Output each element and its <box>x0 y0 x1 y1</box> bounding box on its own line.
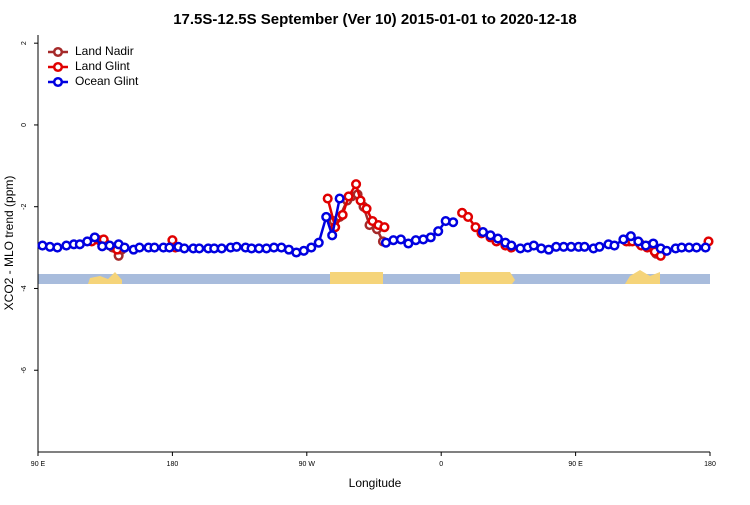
data-point <box>351 179 362 190</box>
data-point <box>361 203 372 214</box>
data-point <box>149 242 160 253</box>
data-point <box>661 245 672 256</box>
x-axis-label: Longitude <box>349 476 402 490</box>
data-point <box>579 241 590 252</box>
data-point <box>306 242 317 253</box>
data-point <box>322 193 333 204</box>
data-point <box>313 237 324 248</box>
x-tick-label: 90 E <box>568 461 583 468</box>
data-point <box>179 243 190 254</box>
data-point <box>594 241 605 252</box>
data-point <box>395 234 406 245</box>
data-point <box>448 217 459 228</box>
data-point <box>425 232 436 243</box>
data-point <box>470 222 481 233</box>
data-point <box>343 191 354 202</box>
data-point <box>379 222 390 233</box>
data-point <box>355 195 366 206</box>
data-point <box>216 243 227 254</box>
data-point <box>625 231 636 242</box>
legend-label: Land Glint <box>75 59 130 73</box>
legend-swatch <box>52 61 64 73</box>
legend-label: Land Nadir <box>75 44 134 58</box>
y-tick-label: 0 <box>21 123 28 127</box>
data-point <box>506 240 517 251</box>
x-tick-label: 0 <box>439 461 443 468</box>
data-point <box>463 211 474 222</box>
data-point <box>321 211 332 222</box>
data-point <box>433 226 444 237</box>
data-point <box>648 238 659 249</box>
y-tick-label: -6 <box>21 367 28 373</box>
data-point <box>164 242 175 253</box>
data-point <box>89 232 100 243</box>
legend-swatch <box>52 76 64 88</box>
chart-title: 17.5S-12.5S September (Ver 10) 2015-01-0… <box>173 11 577 28</box>
data-point <box>104 240 115 251</box>
y-tick-label: -4 <box>21 285 28 291</box>
data-point <box>52 242 63 253</box>
x-tick-label: 90 W <box>299 461 316 468</box>
data-point <box>82 236 93 247</box>
data-point <box>134 242 145 253</box>
data-point <box>119 242 130 253</box>
data-point <box>334 193 345 204</box>
legend-label: Ocean Glint <box>75 74 139 88</box>
data-point <box>609 240 620 251</box>
data-point <box>633 236 644 247</box>
data-point <box>691 242 702 253</box>
x-tick-label: 180 <box>167 461 179 468</box>
data-point <box>700 242 711 253</box>
x-tick-label: 180 <box>704 461 716 468</box>
data-point <box>492 233 503 244</box>
data-point <box>327 230 338 241</box>
data-point <box>194 243 205 254</box>
data-point <box>231 241 242 252</box>
y-axis-label: XCO2 - MLO trend (ppm) <box>2 176 16 311</box>
x-tick-label: 90 E <box>31 461 46 468</box>
y-tick-label: -2 <box>21 203 28 209</box>
data-point <box>337 209 348 220</box>
legend-swatch <box>52 46 64 58</box>
y-tick-label: 2 <box>21 41 28 45</box>
land-ocean-strip <box>38 270 710 284</box>
